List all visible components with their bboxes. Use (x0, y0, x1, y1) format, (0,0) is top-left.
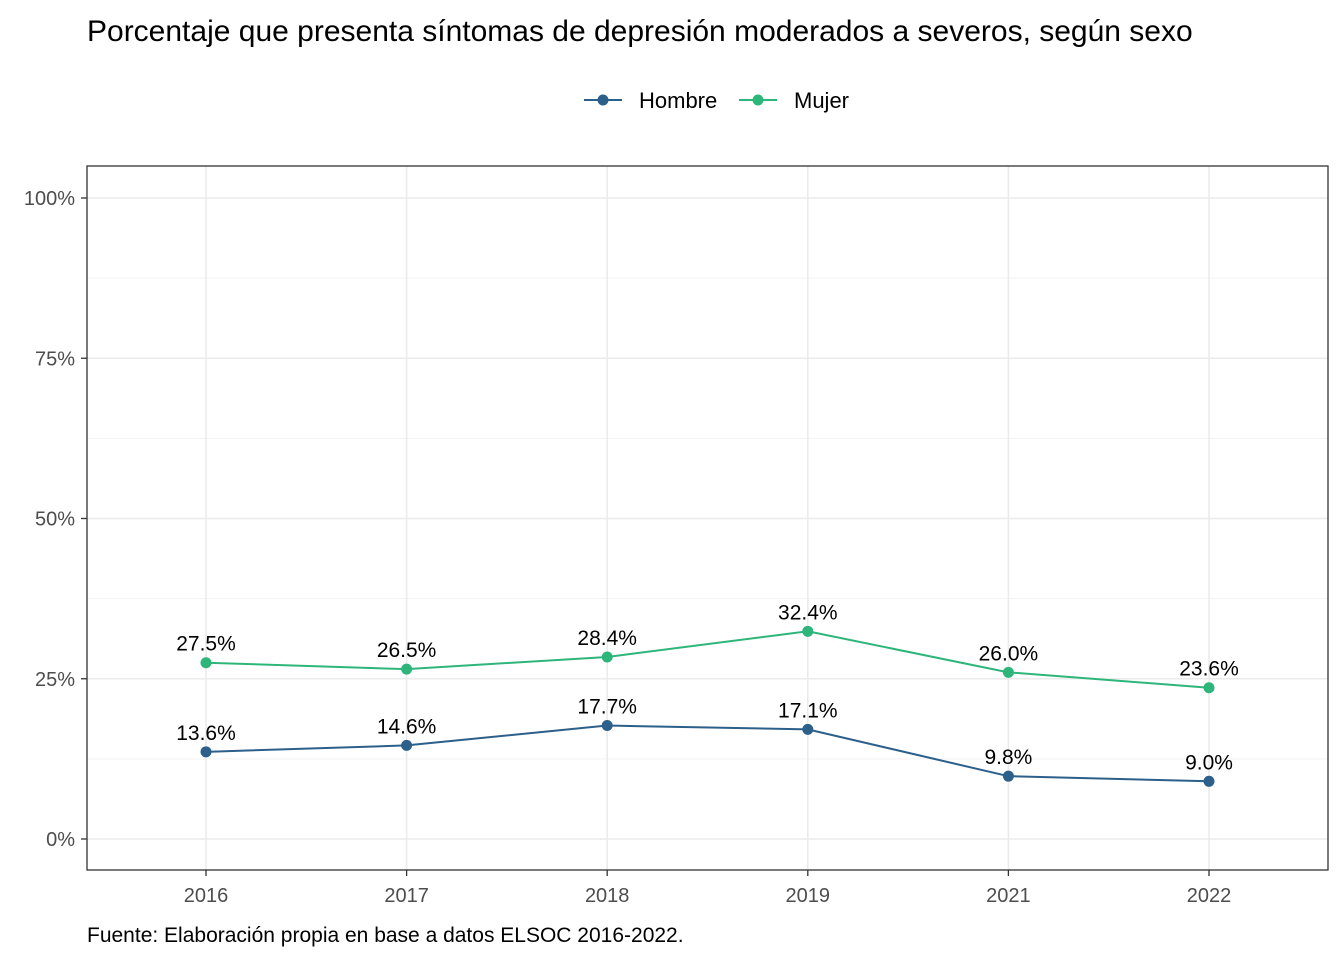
x-tick-label: 2017 (384, 885, 429, 907)
data-label-mujer: 23.6% (1179, 658, 1239, 681)
data-label-hombre: 17.1% (778, 699, 838, 722)
data-label-hombre: 9.0% (1185, 751, 1233, 774)
x-tick-label: 2016 (184, 885, 229, 907)
data-label-hombre: 9.8% (984, 746, 1032, 769)
axes: 0% 25% 50% 75% 100% 2016 2017 2018 2019 2021 2022 (24, 188, 1231, 907)
data-label-mujer: 32.4% (778, 601, 838, 624)
legend-item-hombre: Hombre (584, 88, 717, 113)
y-tick-label: 50% (35, 509, 75, 531)
data-point-hombre (802, 723, 814, 735)
series-layer (200, 625, 1215, 787)
data-label-mujer: 26.0% (979, 642, 1039, 665)
legend-key-point (597, 94, 609, 106)
data-label-mujer: 26.5% (377, 639, 437, 662)
x-tick-label: 2022 (1187, 885, 1232, 907)
data-point-mujer (601, 651, 613, 663)
data-point-hombre (200, 746, 212, 758)
data-point-mujer (401, 663, 413, 675)
data-labels: 13.6% 14.6% 17.7% 17.1% 9.8% 9.0% 27.5% 26.5% 28… (176, 601, 1239, 774)
x-tick-label: 2018 (585, 885, 630, 907)
legend-label: Mujer (794, 88, 849, 113)
data-point-mujer (1002, 666, 1014, 678)
series-line-mujer (205, 630, 1210, 689)
data-label-hombre: 17.7% (577, 696, 637, 719)
data-label-hombre: 13.6% (176, 722, 236, 745)
y-tick-label: 100% (24, 188, 75, 210)
data-point-mujer (200, 657, 212, 669)
data-point-mujer (1203, 682, 1215, 694)
data-point-mujer (802, 625, 814, 637)
grid (87, 166, 1328, 870)
chart-title: Porcentaje que presenta síntomas de depr… (87, 15, 1193, 48)
y-tick-label: 0% (46, 829, 75, 851)
chart-caption: Fuente: Elaboración propia en base a dat… (87, 924, 684, 947)
legend-key-point (752, 94, 764, 106)
series-line-hombre (205, 724, 1210, 783)
y-tick-label: 75% (35, 348, 75, 370)
data-point-hombre (401, 739, 413, 751)
y-tick-label: 25% (35, 669, 75, 691)
data-label-hombre: 14.6% (377, 715, 437, 738)
legend-item-mujer: Mujer (739, 88, 849, 113)
x-tick-label: 2021 (986, 885, 1031, 907)
data-label-mujer: 27.5% (176, 633, 236, 656)
data-point-hombre (1203, 775, 1215, 787)
legend: Hombre Mujer (584, 88, 849, 113)
x-tick-label: 2019 (786, 885, 831, 907)
data-point-hombre (1002, 770, 1014, 782)
legend-label: Hombre (639, 88, 717, 113)
data-point-hombre (601, 720, 613, 732)
data-label-mujer: 28.4% (577, 627, 637, 650)
